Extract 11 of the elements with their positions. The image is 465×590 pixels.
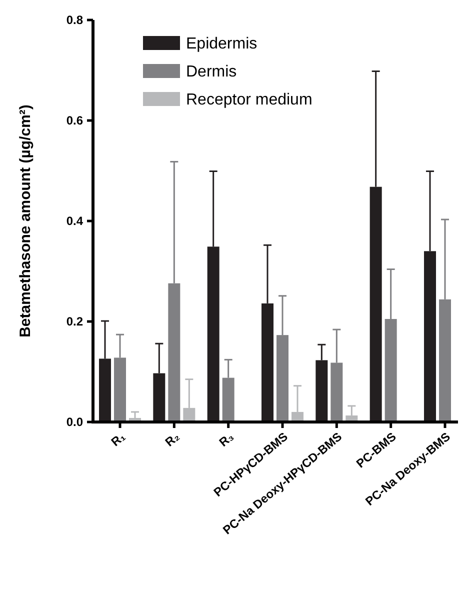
x-tick-label: R₂: [162, 430, 182, 450]
y-tick-label: 0.8: [66, 13, 84, 28]
x-tick-label: R₁: [108, 430, 128, 450]
y-tick-label: 0.4: [66, 214, 84, 228]
y-tick-label: 0.0: [66, 415, 84, 430]
legend-label: Epidermis: [186, 36, 258, 53]
y-tick-label: 0.2: [66, 314, 84, 329]
y-tick-label: 0.6: [66, 114, 84, 128]
legend-label: Dermis: [186, 64, 237, 81]
y-axis-title: Betamethasone amount (µg/cm²): [17, 104, 34, 338]
legend-label: Receptor medium: [186, 92, 312, 109]
